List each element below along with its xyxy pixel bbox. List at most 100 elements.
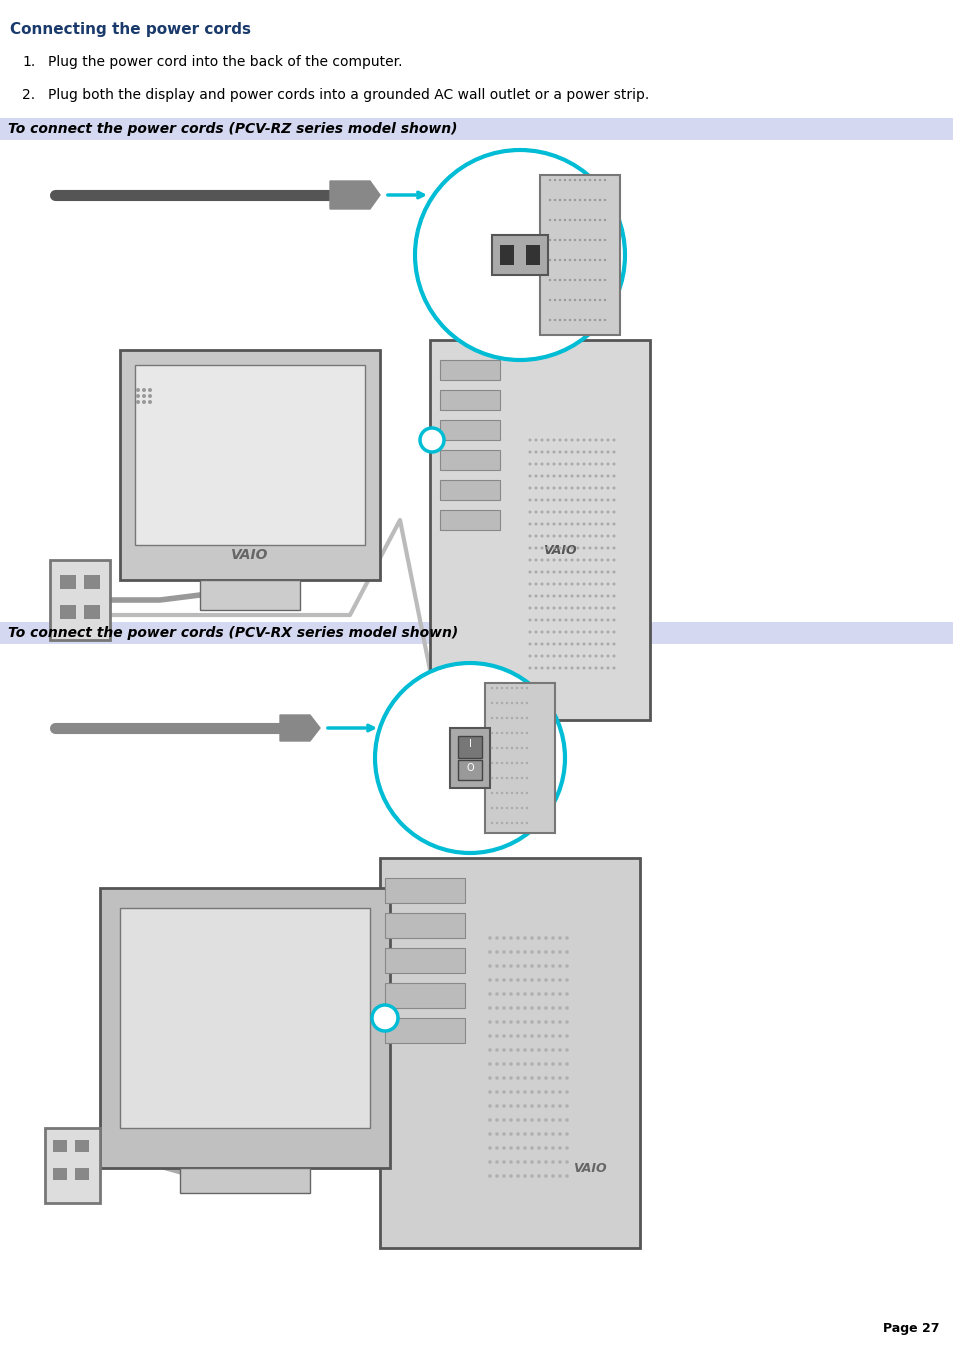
Circle shape bbox=[570, 450, 573, 454]
Circle shape bbox=[537, 1048, 540, 1052]
Circle shape bbox=[516, 1119, 519, 1121]
Circle shape bbox=[501, 950, 505, 954]
Circle shape bbox=[543, 1132, 547, 1136]
Circle shape bbox=[594, 582, 597, 585]
Circle shape bbox=[522, 1062, 526, 1066]
Circle shape bbox=[558, 199, 560, 201]
Circle shape bbox=[501, 936, 505, 940]
Circle shape bbox=[599, 643, 603, 646]
Circle shape bbox=[522, 1161, 526, 1163]
Circle shape bbox=[552, 499, 555, 501]
Circle shape bbox=[501, 1161, 505, 1163]
Circle shape bbox=[528, 643, 531, 646]
Circle shape bbox=[558, 950, 561, 954]
Bar bbox=[385, 1019, 464, 1043]
Circle shape bbox=[537, 1104, 540, 1108]
Circle shape bbox=[558, 643, 561, 646]
Circle shape bbox=[570, 523, 573, 526]
Circle shape bbox=[510, 686, 513, 689]
Circle shape bbox=[537, 1161, 540, 1163]
Circle shape bbox=[522, 1048, 526, 1052]
Circle shape bbox=[415, 150, 624, 359]
Circle shape bbox=[501, 1006, 505, 1009]
Circle shape bbox=[546, 474, 549, 477]
Circle shape bbox=[509, 1174, 513, 1178]
Circle shape bbox=[582, 594, 585, 597]
Circle shape bbox=[534, 582, 537, 585]
Circle shape bbox=[496, 747, 497, 750]
Circle shape bbox=[528, 619, 531, 621]
Circle shape bbox=[543, 1035, 547, 1038]
Circle shape bbox=[563, 319, 566, 322]
Circle shape bbox=[551, 965, 555, 967]
Circle shape bbox=[576, 594, 578, 597]
Circle shape bbox=[488, 1161, 492, 1163]
Circle shape bbox=[522, 1020, 526, 1024]
Circle shape bbox=[142, 400, 146, 404]
Circle shape bbox=[528, 462, 531, 466]
Circle shape bbox=[496, 762, 497, 765]
Circle shape bbox=[612, 462, 615, 466]
Circle shape bbox=[488, 1035, 492, 1038]
Circle shape bbox=[606, 511, 609, 513]
Bar bbox=[84, 576, 100, 589]
Circle shape bbox=[525, 686, 528, 689]
Circle shape bbox=[551, 978, 555, 982]
Circle shape bbox=[564, 1062, 568, 1066]
Bar bbox=[200, 580, 299, 611]
Circle shape bbox=[570, 594, 573, 597]
Circle shape bbox=[593, 278, 596, 281]
FancyBboxPatch shape bbox=[0, 621, 953, 644]
Text: VAIO: VAIO bbox=[542, 543, 577, 557]
Circle shape bbox=[578, 239, 580, 242]
Circle shape bbox=[490, 821, 493, 824]
Circle shape bbox=[516, 950, 519, 954]
Circle shape bbox=[496, 792, 497, 794]
Circle shape bbox=[509, 1146, 513, 1150]
Circle shape bbox=[516, 1090, 519, 1094]
Circle shape bbox=[564, 631, 567, 634]
Circle shape bbox=[583, 319, 585, 322]
Circle shape bbox=[525, 717, 528, 719]
Circle shape bbox=[516, 747, 517, 750]
Circle shape bbox=[522, 1077, 526, 1079]
Bar bbox=[135, 365, 365, 544]
Circle shape bbox=[534, 607, 537, 609]
Circle shape bbox=[543, 978, 547, 982]
Circle shape bbox=[516, 821, 517, 824]
Circle shape bbox=[520, 792, 522, 794]
Circle shape bbox=[558, 1146, 561, 1150]
Circle shape bbox=[564, 1161, 568, 1163]
Text: Plug the power cord into the back of the computer.: Plug the power cord into the back of the… bbox=[48, 55, 402, 69]
Circle shape bbox=[552, 607, 555, 609]
Circle shape bbox=[516, 992, 519, 996]
Circle shape bbox=[564, 643, 567, 646]
Circle shape bbox=[558, 631, 561, 634]
Circle shape bbox=[594, 547, 597, 550]
Circle shape bbox=[558, 535, 561, 538]
Circle shape bbox=[537, 936, 540, 940]
Circle shape bbox=[543, 1104, 547, 1108]
Circle shape bbox=[530, 1119, 534, 1121]
Circle shape bbox=[501, 1174, 505, 1178]
Circle shape bbox=[588, 219, 591, 222]
Circle shape bbox=[537, 950, 540, 954]
Circle shape bbox=[525, 792, 528, 794]
Circle shape bbox=[558, 450, 561, 454]
Circle shape bbox=[552, 450, 555, 454]
Circle shape bbox=[578, 219, 580, 222]
Circle shape bbox=[588, 631, 591, 634]
Circle shape bbox=[558, 219, 560, 222]
Circle shape bbox=[606, 450, 609, 454]
Circle shape bbox=[606, 594, 609, 597]
Circle shape bbox=[606, 535, 609, 538]
Circle shape bbox=[522, 965, 526, 967]
Circle shape bbox=[594, 474, 597, 477]
Circle shape bbox=[554, 239, 556, 242]
Bar bbox=[120, 908, 370, 1128]
Circle shape bbox=[558, 654, 561, 658]
Circle shape bbox=[510, 747, 513, 750]
Circle shape bbox=[534, 450, 537, 454]
Circle shape bbox=[564, 486, 567, 489]
Circle shape bbox=[509, 950, 513, 954]
